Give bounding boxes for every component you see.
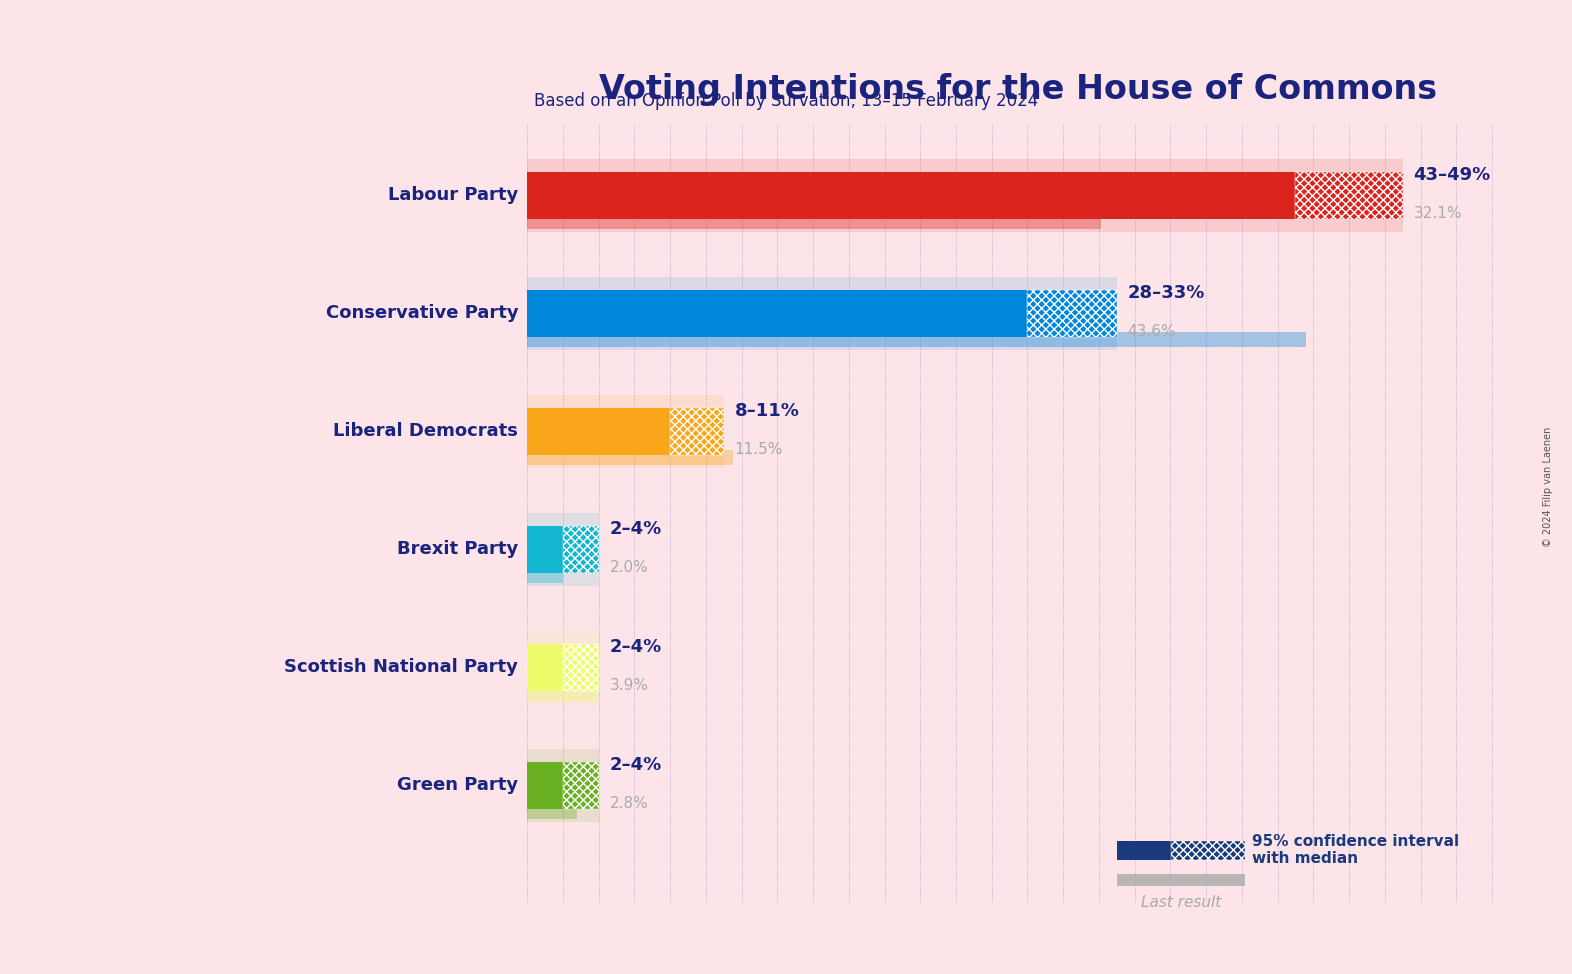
Text: © 2024 Filip van Laenen: © 2024 Filip van Laenen [1544, 427, 1553, 547]
Text: 3.9%: 3.9% [610, 678, 648, 693]
Text: Brexit Party: Brexit Party [398, 541, 519, 558]
Bar [527, 159, 1402, 232]
Text: 11.5%: 11.5% [734, 441, 783, 457]
Text: 8–11%: 8–11% [734, 402, 799, 421]
Text: 28–33%: 28–33% [1127, 284, 1204, 302]
Bar [527, 213, 1100, 229]
Bar [527, 512, 599, 585]
Text: Conservative Party: Conservative Party [325, 304, 519, 322]
Text: 2.8%: 2.8% [610, 796, 648, 810]
Bar [527, 332, 1306, 347]
Bar [670, 408, 723, 455]
Bar [1116, 841, 1171, 860]
Bar [527, 408, 670, 455]
Text: Scottish National Party: Scottish National Party [285, 658, 519, 676]
Text: Labour Party: Labour Party [388, 186, 519, 205]
Bar [1295, 171, 1402, 219]
Text: Based on an Opinion Poll by Survation, 13–15 February 2024: Based on an Opinion Poll by Survation, 1… [534, 92, 1038, 109]
Bar [527, 394, 723, 468]
Bar [527, 762, 563, 808]
Text: 2–4%: 2–4% [610, 520, 662, 539]
Bar [527, 686, 597, 700]
Bar [527, 277, 1116, 350]
Text: 32.1%: 32.1% [1413, 206, 1462, 221]
Bar [563, 762, 599, 808]
Text: Last result: Last result [1141, 895, 1221, 910]
Text: 2.0%: 2.0% [610, 560, 648, 575]
Bar [563, 526, 599, 573]
Bar [527, 568, 563, 582]
Title: Voting Intentions for the House of Commons: Voting Intentions for the House of Commo… [599, 73, 1437, 106]
Bar [527, 526, 563, 573]
Text: 95% confidence interval
with median: 95% confidence interval with median [1251, 834, 1459, 866]
Text: 43.6%: 43.6% [1127, 323, 1176, 339]
Bar [527, 450, 733, 465]
Text: Green Party: Green Party [398, 776, 519, 794]
Text: 2–4%: 2–4% [610, 757, 662, 774]
Bar [527, 631, 599, 704]
Bar [1028, 289, 1116, 337]
Text: 2–4%: 2–4% [610, 638, 662, 656]
Bar [527, 804, 577, 819]
Bar [527, 171, 1295, 219]
Bar [1116, 874, 1245, 885]
Bar [527, 644, 563, 691]
Text: Liberal Democrats: Liberal Democrats [333, 423, 519, 440]
Bar [563, 644, 599, 691]
Bar [527, 289, 1028, 337]
Bar [1171, 841, 1245, 860]
Text: 43–49%: 43–49% [1413, 167, 1490, 184]
Bar [527, 749, 599, 822]
